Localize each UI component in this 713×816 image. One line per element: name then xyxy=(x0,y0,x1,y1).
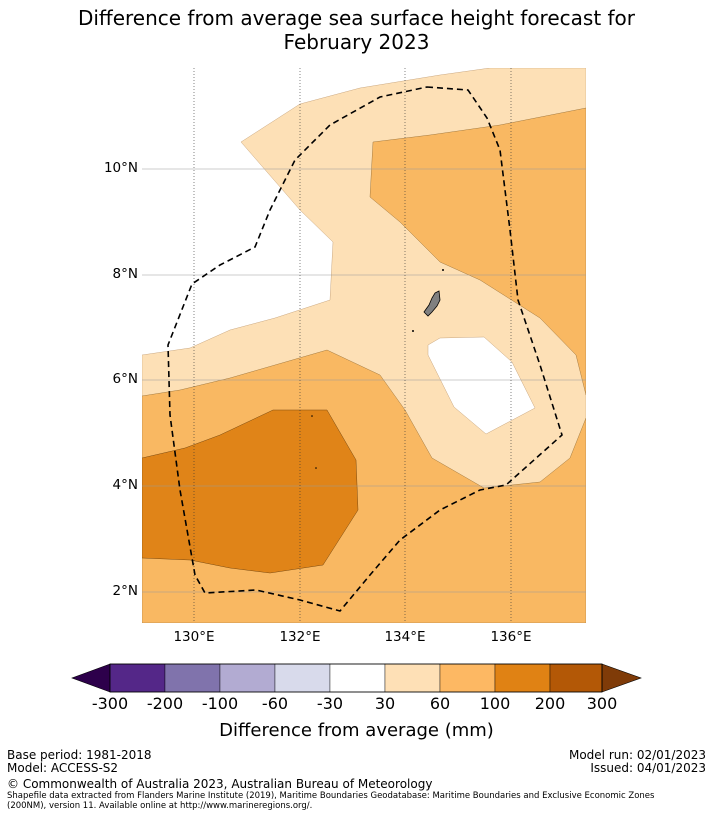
colorbar-over-triangle xyxy=(601,663,642,693)
colorbar-tick: 300 xyxy=(586,694,618,713)
islet-dot xyxy=(311,415,313,417)
lon-label: 130°E xyxy=(173,629,215,645)
colorbar-tick: -30 xyxy=(316,694,344,713)
contour-60-100-north xyxy=(369,107,586,396)
contour-hole xyxy=(427,336,536,435)
colorbar-swatch xyxy=(384,663,441,693)
colorbar-label: Difference from average (mm) xyxy=(219,720,494,741)
lat-label: 2°N xyxy=(112,583,138,599)
map-title: Difference from average sea surface heig… xyxy=(0,6,713,54)
colorbar-tick: 60 xyxy=(429,694,451,713)
lat-label: 10°N xyxy=(103,160,138,176)
lon-label: 132°E xyxy=(279,629,321,645)
land-islands xyxy=(423,290,441,317)
colorbar-swatch xyxy=(329,663,386,693)
lon-label: 136°E xyxy=(490,629,532,645)
shapefile-credit-1: Shapefile data extracted from Flanders M… xyxy=(7,791,655,801)
colorbar-tick: -60 xyxy=(261,694,289,713)
lon-label: 134°E xyxy=(384,629,426,645)
colorbar-tick: -200 xyxy=(146,694,184,713)
title-line-1: Difference from average sea surface heig… xyxy=(77,6,636,30)
issued-date: Issued: 04/01/2023 xyxy=(590,761,706,775)
colorbar-tick: -300 xyxy=(91,694,129,713)
colorbar-swatch xyxy=(494,663,551,693)
islet-dot xyxy=(442,269,444,271)
lon-gridlines xyxy=(193,68,512,623)
colorbar-tick: 200 xyxy=(534,694,566,713)
colorbar-swatch xyxy=(164,663,221,693)
colorbar-tick: 100 xyxy=(479,694,511,713)
colorbar-swatch xyxy=(439,663,496,693)
colorbar-swatch xyxy=(109,663,166,693)
eez-boundary xyxy=(167,86,563,612)
colorbar-under-triangle xyxy=(71,663,111,693)
title-line-2: February 2023 xyxy=(283,30,430,54)
lat-label: 4°N xyxy=(112,477,138,493)
base-period: Base period: 1981-2018 xyxy=(7,748,152,762)
colorbar-tick: 30 xyxy=(374,694,396,713)
lat-gridlines xyxy=(142,168,586,593)
lat-label: 6°N xyxy=(112,371,138,387)
contour-100-200 xyxy=(142,409,359,574)
colorbar-swatch xyxy=(274,663,331,693)
lat-label: 8°N xyxy=(112,266,138,282)
colorbar-tick: -100 xyxy=(201,694,239,713)
model-name: Model: ACCESS-S2 xyxy=(7,761,119,775)
colorbar xyxy=(71,663,642,693)
copyright-notice: © Commonwealth of Australia 2023, Austra… xyxy=(7,777,433,791)
shapefile-credit-2: (200NM), version 11. Available online at… xyxy=(7,801,313,811)
islet-dot xyxy=(412,330,414,332)
model-run: Model run: 02/01/2023 xyxy=(568,748,706,762)
colorbar-swatch xyxy=(219,663,276,693)
islet-dot xyxy=(315,467,317,469)
colorbar-swatch xyxy=(549,663,603,693)
